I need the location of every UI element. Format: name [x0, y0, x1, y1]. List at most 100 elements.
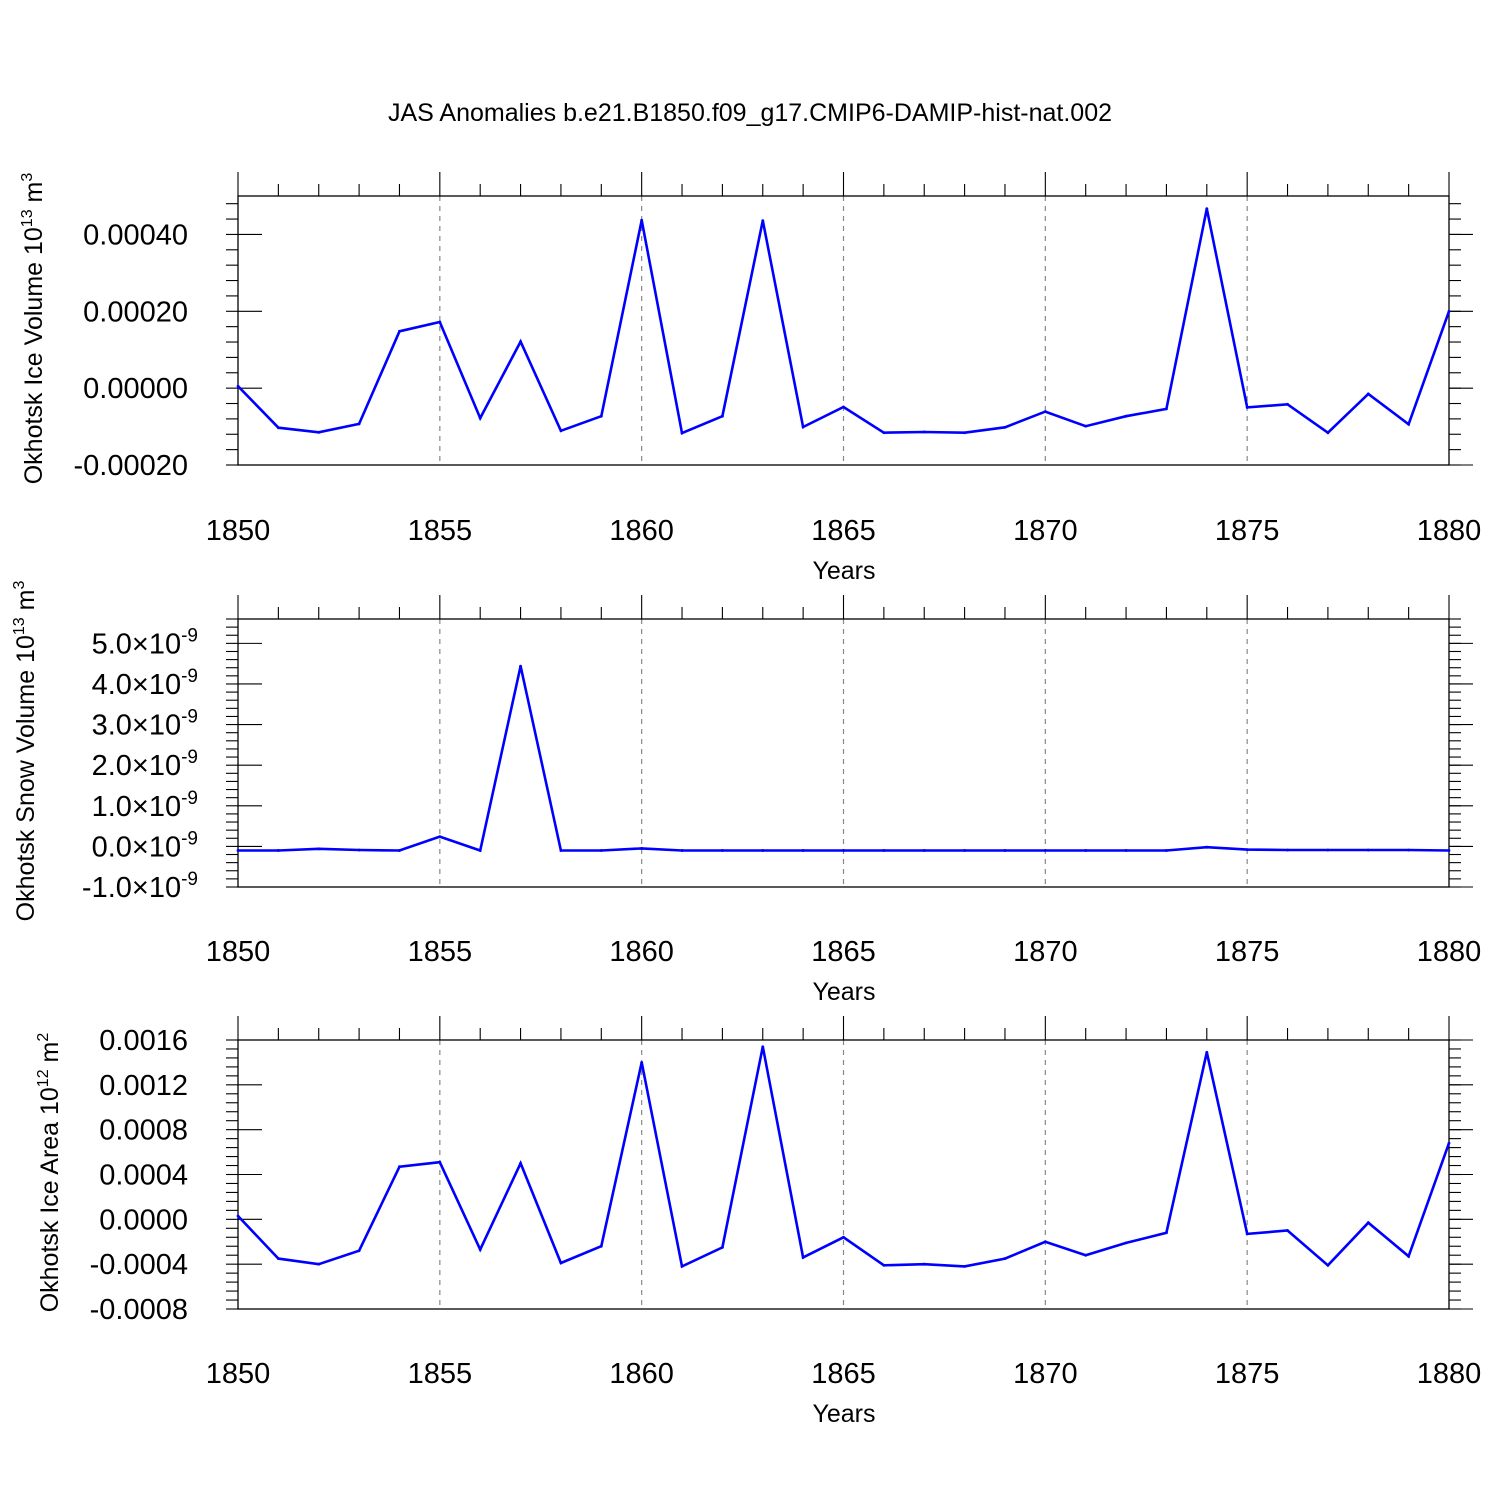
y-tick-label: -0.0004 [90, 1249, 188, 1281]
x-tick-label: 1875 [1215, 515, 1280, 547]
data-point [922, 849, 926, 852]
y-tick-label: -1.0×10-9 [82, 869, 198, 904]
data-point [357, 1249, 361, 1253]
x-tick-labels: 1850 1855 1860 1865 1870 1875 1880 [206, 515, 1482, 547]
x-tick-label: 1870 [1013, 936, 1078, 968]
y-axis-title: Okhotsk Snow Volume 1013 m3 [11, 581, 40, 922]
data-point [761, 219, 765, 222]
data-point [357, 848, 361, 852]
data-point [1124, 414, 1128, 418]
data-point [519, 664, 522, 668]
data-point [478, 849, 482, 852]
x-tick-label: 1870 [1013, 515, 1078, 547]
y-ticks [226, 618, 1473, 888]
x-tick-label: 1865 [811, 936, 876, 968]
x-tick-label: 1850 [206, 515, 271, 547]
y-tick-label: 0.0004 [99, 1160, 188, 1192]
data-point [680, 849, 684, 852]
data-point [1003, 1257, 1007, 1260]
data-point [559, 1261, 563, 1265]
x-tick-label: 1855 [408, 515, 473, 547]
x-tick-label: 1860 [609, 936, 674, 968]
data-point [1447, 309, 1451, 313]
y-axis-title: Okhotsk Ice Volume 1013 m3 [19, 173, 48, 485]
data-point [599, 414, 603, 418]
data-point [1245, 405, 1249, 409]
data-point [1043, 849, 1047, 852]
data-point [1205, 845, 1209, 849]
y-tick-label: 0.00000 [83, 373, 188, 405]
panel-1: -0.00020 0.00000 0.00020 0.00040 1850 1855 186… [19, 172, 1481, 585]
data-point [1003, 425, 1007, 429]
data-point [680, 1265, 684, 1268]
data-point [478, 1248, 482, 1251]
x-ticks [237, 172, 1450, 196]
x-ticks [237, 595, 1450, 619]
x-tick-label: 1875 [1215, 1358, 1280, 1390]
x-axis-title: Years [812, 978, 875, 1006]
data-point [1165, 849, 1168, 852]
x-tick-labels: 1850 1855 1860 1865 1870 1875 1880 [206, 936, 1482, 968]
x-axis-title: Years [812, 557, 875, 585]
data-point [1003, 849, 1007, 852]
data-point [1366, 1221, 1370, 1225]
x-tick-label: 1865 [811, 1358, 876, 1390]
data-point [1286, 1229, 1289, 1232]
data-point [1124, 849, 1128, 852]
data-point [922, 430, 926, 434]
x-tick-label: 1880 [1417, 1358, 1482, 1390]
x-tick-label: 1860 [609, 515, 674, 547]
data-point [1165, 1231, 1168, 1235]
data-point [398, 329, 401, 333]
x-tick-label: 1880 [1417, 515, 1482, 547]
data-point [1043, 1240, 1047, 1244]
data-point [1124, 1241, 1128, 1245]
data-point [1286, 848, 1289, 852]
data-point [1084, 1253, 1088, 1257]
data-point [1043, 410, 1047, 413]
data-point [478, 416, 482, 420]
data-point [599, 849, 603, 852]
data-point [882, 431, 886, 435]
data-point [842, 405, 845, 409]
x-tick-label: 1880 [1417, 936, 1482, 968]
x-tick-label: 1875 [1215, 936, 1280, 968]
y-tick-label: 1.0×10-9 [92, 788, 198, 823]
y-tick-labels: -1.0×10-9 0.0×10-9 1.0×10-9 2.0×10-9 3.0×10-… [82, 625, 198, 904]
data-point [276, 426, 280, 430]
data-point [519, 340, 522, 344]
x-tick-label: 1860 [609, 1358, 674, 1390]
data-point [438, 835, 442, 839]
data-point [1326, 848, 1330, 852]
data-point [801, 1256, 805, 1259]
figure-title: JAS Anomalies b.e21.B1850.f09_g17.CMIP6-… [388, 99, 1112, 127]
data-point [1165, 407, 1168, 411]
data-point [963, 431, 966, 435]
data-point [882, 1263, 886, 1267]
data-point [599, 1244, 603, 1248]
panels: -0.00020 0.00000 0.00020 0.00040 1850 1855 186… [11, 172, 1481, 1428]
data-point [761, 1045, 765, 1049]
y-tick-label: 0.0008 [99, 1115, 188, 1147]
data-point [438, 1160, 442, 1164]
data-point [438, 320, 442, 324]
y-tick-label: -0.0008 [90, 1294, 188, 1326]
data-point [721, 414, 724, 418]
data-point [1447, 1141, 1451, 1145]
y-tick-label: 2.0×10-9 [92, 747, 198, 782]
data-point [1366, 848, 1370, 852]
data-point [1407, 848, 1411, 852]
data-point [842, 1235, 845, 1239]
data-point [1366, 392, 1370, 396]
data-point [640, 1061, 644, 1064]
data-point [1205, 207, 1209, 211]
data-point [398, 849, 401, 852]
data-point [680, 431, 684, 435]
x-tick-label: 1870 [1013, 1358, 1078, 1390]
data-point [801, 849, 805, 852]
data-point [276, 849, 280, 852]
data-point [1286, 402, 1289, 406]
data-point [1326, 431, 1330, 435]
data-point [1407, 422, 1411, 426]
